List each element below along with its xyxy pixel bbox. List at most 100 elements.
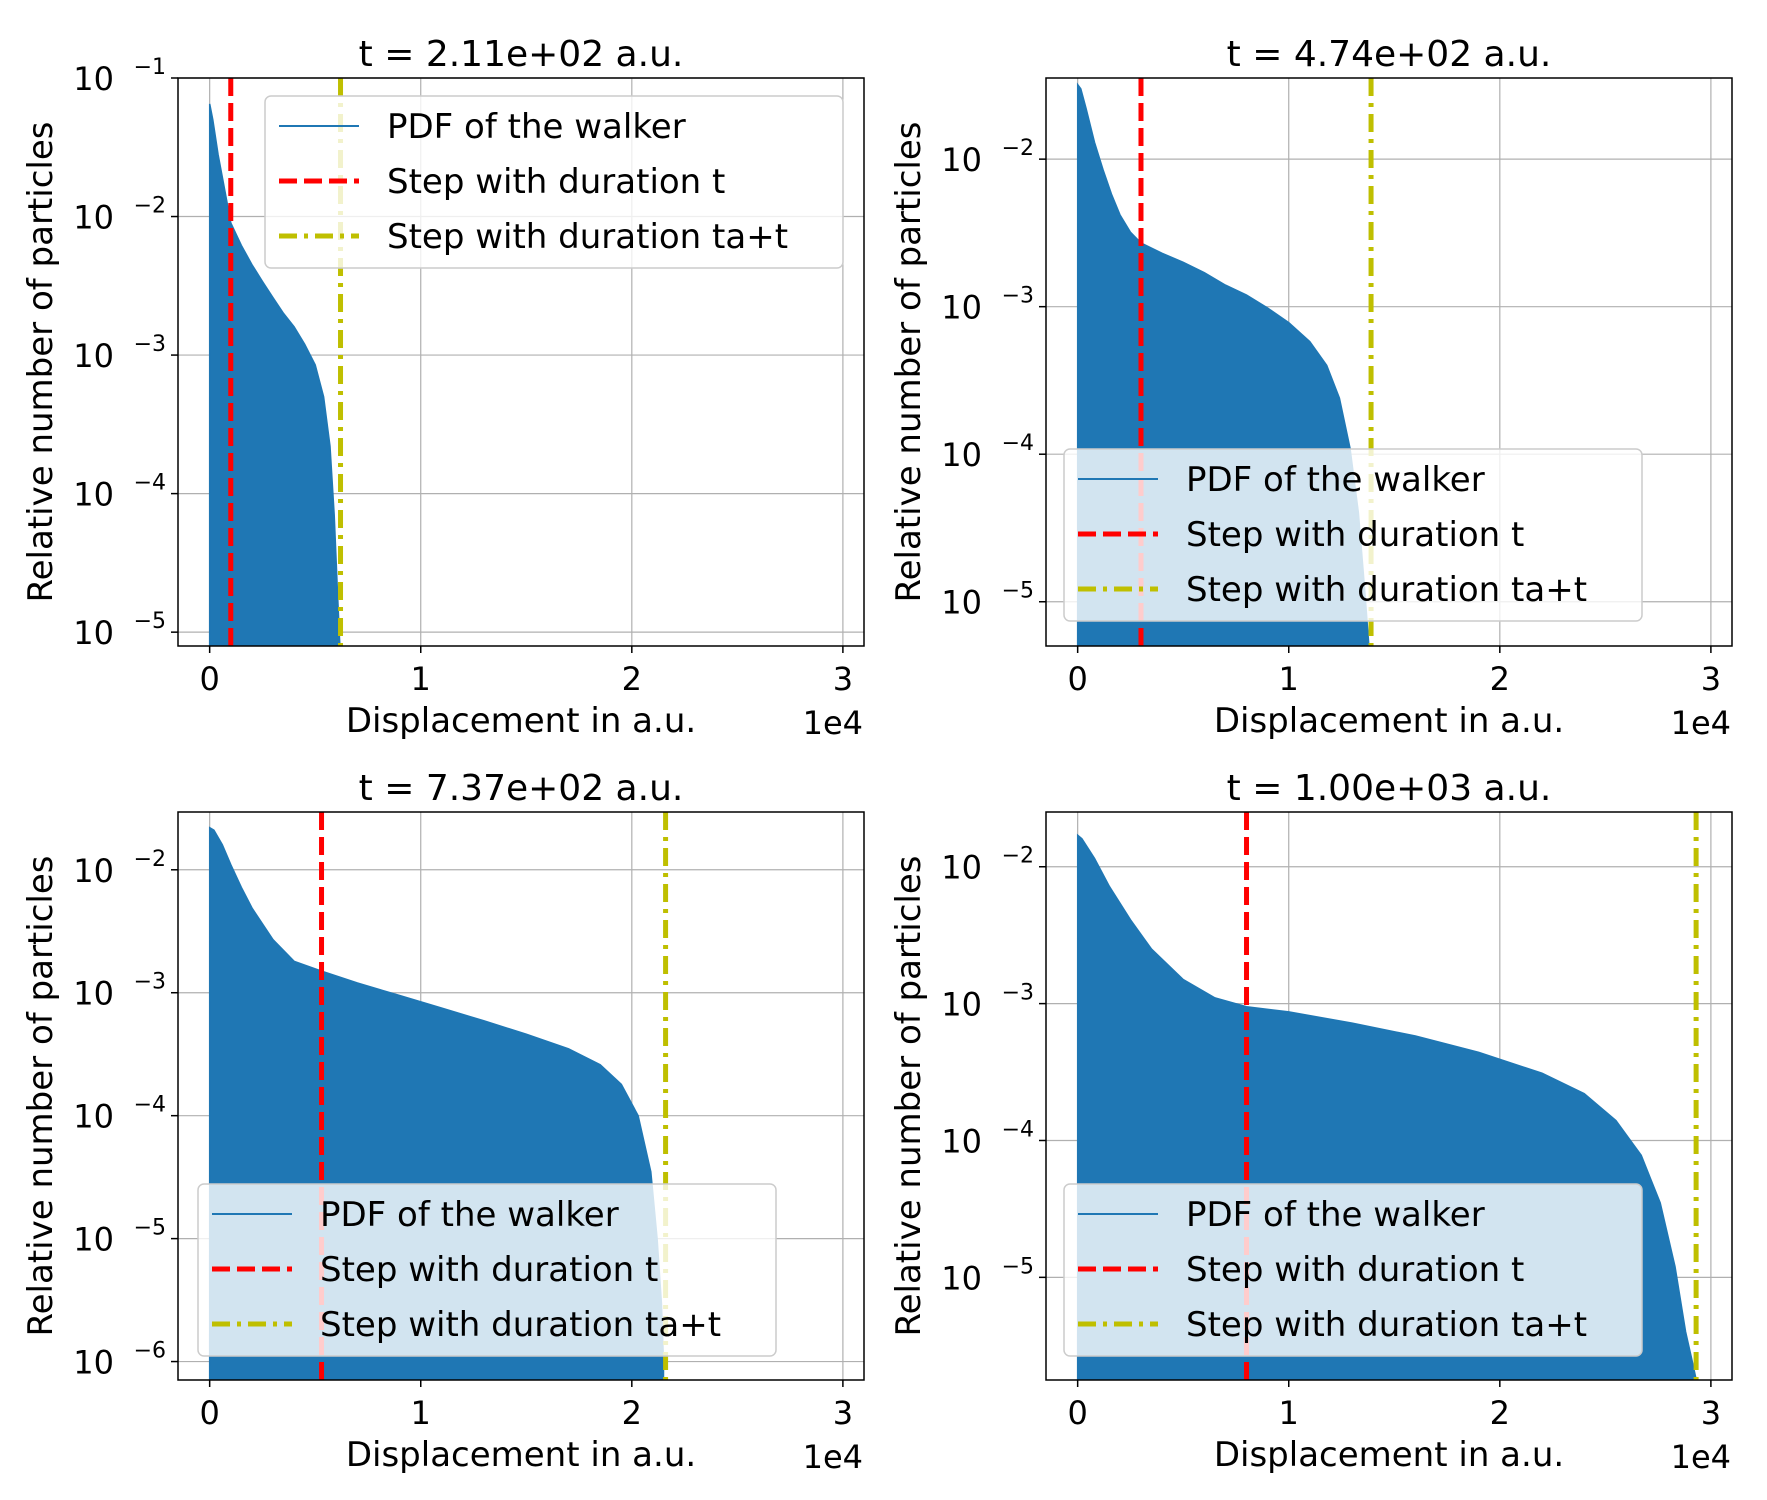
y-tick-label: 10 — [941, 141, 982, 179]
legend-label: Step with duration t — [1186, 1250, 1524, 1290]
legend-label: Step with duration ta+t — [1186, 570, 1587, 610]
y-tick-exponent: −3 — [134, 970, 166, 995]
y-axis-label: Relative number of particles — [21, 122, 61, 603]
y-tick-label: 10 — [73, 852, 114, 890]
y-tick-label: 10 — [73, 337, 114, 375]
y-tick-exponent: −2 — [134, 194, 166, 219]
y-tick-label: 10 — [941, 986, 982, 1024]
x-tick-label: 1 — [1279, 1394, 1299, 1432]
y-tick-exponent: −5 — [134, 609, 166, 634]
legend-label: Step with duration ta+t — [387, 217, 788, 257]
y-axis-label: Relative number of particles — [21, 856, 61, 1337]
x-tick-label: 0 — [1067, 1394, 1087, 1432]
axes-frame — [177, 77, 865, 647]
x-axis-label: Displacement in a.u. — [346, 1435, 696, 1475]
legend: PDF of the walker Step with duration t Ste… — [1063, 448, 1643, 622]
legend-label: PDF of the walker — [387, 107, 686, 147]
legend-box — [197, 1183, 777, 1357]
y-tick-label: 10 — [73, 1221, 114, 1259]
y-tick-exponent: −2 — [1002, 844, 1034, 869]
y-tick-exponent: −3 — [1002, 284, 1034, 309]
x-tick-label: 3 — [1701, 1394, 1721, 1432]
x-offset-label: 1e4 — [1671, 1438, 1731, 1476]
x-offset-label: 1e4 — [803, 1438, 863, 1476]
legend: PDF of the walker Step with duration t Ste… — [197, 1183, 777, 1357]
axes-frame — [1045, 77, 1733, 647]
x-ticks: 0 1 2 3 — [1067, 646, 1721, 698]
y-tick-exponent: −1 — [134, 55, 166, 80]
y-axis-label: Relative number of particles — [889, 856, 929, 1337]
legend: PDF of the walker Step with duration t Ste… — [1063, 1183, 1643, 1357]
x-tick-label: 3 — [833, 660, 853, 698]
y-tick-exponent: −6 — [134, 1339, 166, 1364]
y-tick-label: 10 — [73, 60, 114, 98]
y-axis-label: Relative number of particles — [889, 122, 929, 603]
y-ticks: 10 −6 10 −5 10 −4 10 −3 10 −2 — [73, 847, 178, 1382]
y-tick-label: 10 — [73, 1344, 114, 1382]
y-tick-exponent: −4 — [1002, 1117, 1034, 1142]
y-tick-exponent: −3 — [134, 332, 166, 357]
y-tick-label: 10 — [73, 1098, 114, 1136]
x-tick-label: 3 — [1701, 660, 1721, 698]
chart-title: t = 1.00e+03 a.u. — [1227, 768, 1552, 809]
legend-label: PDF of the walker — [1186, 1195, 1485, 1235]
x-tick-label: 2 — [1490, 660, 1510, 698]
x-axis-label: Displacement in a.u. — [1214, 1435, 1564, 1475]
x-tick-label: 3 — [833, 1394, 853, 1432]
y-ticks: 10 −5 10 −4 10 −3 10 −2 10 −1 — [73, 55, 178, 652]
y-tick-label: 10 — [73, 975, 114, 1013]
y-tick-label: 10 — [941, 436, 982, 474]
chart-panel: 0 1 2 3 1e4 10 −5 10 −4 10 −3 10 −2 t = 1.00e+03 a.u.… — [889, 768, 1733, 1476]
y-tick-exponent: −4 — [134, 1093, 166, 1118]
x-axis-label: Displacement in a.u. — [1214, 701, 1564, 741]
legend-label: PDF of the walker — [1186, 460, 1485, 500]
x-tick-label: 1 — [411, 1394, 431, 1432]
legend-label: Step with duration t — [320, 1250, 658, 1290]
y-ticks: 10 −5 10 −4 10 −3 10 −2 — [941, 136, 1046, 622]
legend-label: Step with duration ta+t — [1186, 1305, 1587, 1345]
y-tick-label: 10 — [941, 584, 982, 622]
y-tick-label: 10 — [941, 289, 982, 327]
x-tick-label: 1 — [1279, 660, 1299, 698]
chart-panel: 0 1 2 3 1e4 10 −6 10 −5 10 −4 10 −3 10 −2 t = 7.37e+02 … — [21, 768, 865, 1476]
y-tick-label: 10 — [941, 849, 982, 887]
y-tick-exponent: −5 — [134, 1216, 166, 1241]
legend-box — [1063, 1183, 1643, 1357]
y-tick-exponent: −2 — [1002, 136, 1034, 161]
chart-panel: 0 1 2 3 1e4 10 −5 10 −4 10 −3 10 −2 t = 4.74e+02 a.u.… — [889, 34, 1733, 742]
x-offset-label: 1e4 — [803, 704, 863, 742]
legend: PDF of the walker Step with duration t Ste… — [264, 95, 844, 269]
x-tick-label: 2 — [622, 660, 642, 698]
chart-panel: 0 1 2 3 1e4 10 −5 10 −4 10 −3 10 −2 10 −1 t = 2.11e+02 … — [21, 34, 865, 742]
x-tick-label: 0 — [1067, 660, 1087, 698]
x-ticks: 0 1 2 3 — [199, 646, 853, 698]
y-tick-label: 10 — [73, 476, 114, 514]
x-tick-label: 1 — [411, 660, 431, 698]
x-tick-label: 0 — [199, 1394, 219, 1432]
y-tick-exponent: −3 — [1002, 981, 1034, 1006]
legend-box — [264, 95, 844, 269]
y-ticks: 10 −5 10 −4 10 −3 10 −2 — [941, 844, 1046, 1297]
y-tick-label: 10 — [73, 614, 114, 652]
x-offset-label: 1e4 — [1671, 704, 1731, 742]
x-ticks: 0 1 2 3 — [1067, 1380, 1721, 1432]
chart-title: t = 4.74e+02 a.u. — [1227, 34, 1552, 75]
axes-frame — [177, 811, 865, 1381]
y-tick-label: 10 — [73, 199, 114, 237]
chart-title: t = 2.11e+02 a.u. — [359, 34, 684, 75]
legend-label: Step with duration t — [1186, 515, 1524, 555]
legend-box — [1063, 448, 1643, 622]
legend-label: Step with duration t — [387, 162, 725, 202]
chart-title: t = 7.37e+02 a.u. — [359, 768, 684, 809]
y-tick-label: 10 — [941, 1259, 982, 1297]
x-tick-label: 2 — [1490, 1394, 1510, 1432]
y-tick-label: 10 — [941, 1122, 982, 1160]
y-tick-exponent: −5 — [1002, 1254, 1034, 1279]
plot-area — [208, 78, 344, 646]
x-tick-label: 2 — [622, 1394, 642, 1432]
y-tick-exponent: −4 — [1002, 431, 1034, 456]
legend-label: Step with duration ta+t — [320, 1305, 721, 1345]
x-axis-label: Displacement in a.u. — [346, 701, 696, 741]
x-ticks: 0 1 2 3 — [199, 1380, 853, 1432]
